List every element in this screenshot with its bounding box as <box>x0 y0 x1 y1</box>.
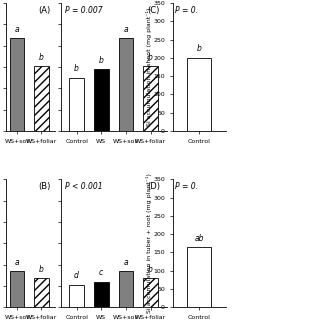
Text: a: a <box>15 25 20 34</box>
Text: (D): (D) <box>148 182 161 191</box>
Bar <box>118 38 133 131</box>
Text: c: c <box>99 268 103 277</box>
Text: P < 0.001: P < 0.001 <box>65 182 102 191</box>
Text: (A): (A) <box>38 6 51 15</box>
Bar <box>94 282 109 307</box>
Bar <box>10 271 25 307</box>
Text: a: a <box>124 258 128 267</box>
Y-axis label: Si accumulation in shoot (mg plant⁻¹): Si accumulation in shoot (mg plant⁻¹) <box>146 8 152 126</box>
Bar <box>143 66 158 131</box>
Bar <box>69 78 84 131</box>
Text: b: b <box>39 52 44 61</box>
Text: b: b <box>197 44 202 53</box>
Bar <box>187 247 211 307</box>
Text: b: b <box>148 265 153 274</box>
Bar <box>143 278 158 307</box>
Y-axis label: Si accumulation in tuber + root (mg plant⁻¹): Si accumulation in tuber + root (mg plan… <box>146 173 152 313</box>
Bar <box>187 58 211 131</box>
Bar <box>34 66 49 131</box>
Text: (C): (C) <box>148 6 160 15</box>
Bar <box>10 38 25 131</box>
Text: P = 0.007: P = 0.007 <box>65 6 102 15</box>
Text: ab: ab <box>194 234 204 243</box>
Text: P = 0.: P = 0. <box>175 182 198 191</box>
Text: b: b <box>148 52 153 61</box>
Text: b: b <box>99 56 104 65</box>
Bar <box>94 69 109 131</box>
Text: a: a <box>15 258 20 267</box>
Text: d: d <box>74 271 79 280</box>
Text: a: a <box>124 25 128 34</box>
Bar <box>118 271 133 307</box>
Bar <box>34 278 49 307</box>
Text: b: b <box>74 64 79 73</box>
Text: (B): (B) <box>38 182 51 191</box>
Bar <box>69 285 84 307</box>
Text: b: b <box>39 265 44 274</box>
Text: P = 0.: P = 0. <box>175 6 198 15</box>
